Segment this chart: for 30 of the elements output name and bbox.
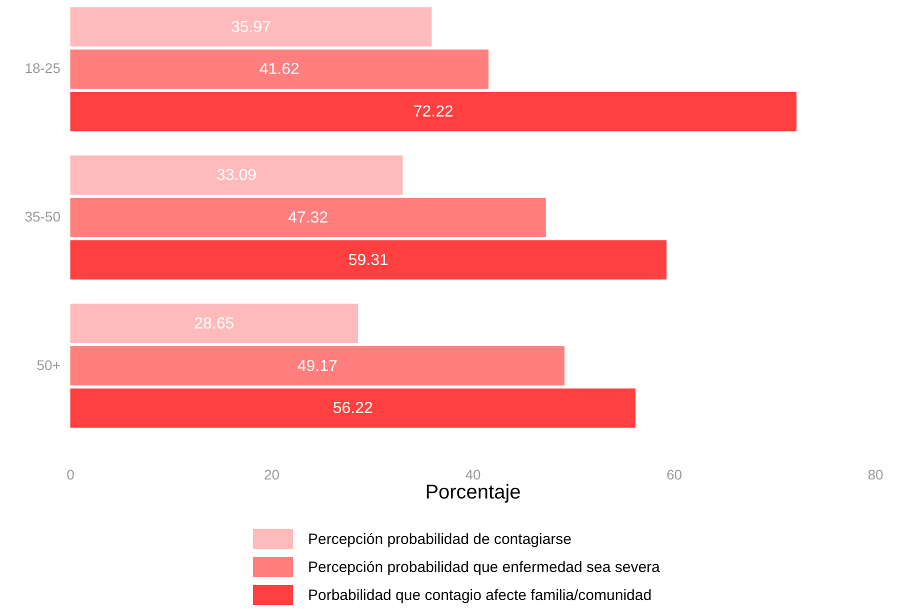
legend-label: Porbabilidad que contagio afecte familia/comunidad: [308, 587, 652, 604]
x-tick-label: 0: [66, 466, 75, 482]
bar: [70, 240, 668, 280]
y-tick-label: 50+: [36, 356, 60, 373]
y-tick-label: 18-25: [24, 60, 61, 76]
x-tick-label: 40: [465, 466, 481, 482]
bar: [70, 346, 566, 386]
bar: [70, 388, 636, 428]
data-label: 35.97: [230, 18, 272, 36]
bar: [70, 303, 359, 344]
bar: [70, 197, 546, 238]
x-tick-label: 60: [666, 466, 682, 482]
bar: [70, 91, 797, 132]
bar: [70, 49, 490, 90]
data-label: 28.65: [194, 315, 234, 332]
data-label: 56.22: [332, 400, 373, 418]
legend-label: Percepción probabilidad de contagiarse: [308, 531, 572, 548]
bar: [70, 154, 404, 196]
data-label: 49.17: [297, 358, 338, 375]
x-axis-title: Porcentaje: [425, 482, 521, 504]
data-label: 59.31: [348, 252, 389, 269]
data-label: 47.32: [288, 210, 328, 226]
data-label: 41.62: [259, 61, 300, 78]
x-tick-label: 20: [264, 466, 280, 482]
x-tick-label: 80: [868, 466, 884, 482]
data-label: 33.09: [216, 167, 257, 184]
data-label: 72.22: [413, 104, 454, 121]
bar: [70, 6, 432, 48]
y-tick-label: 35-50: [24, 208, 61, 224]
legend-label: Percepción probabilidad que enfermedad sea severa: [308, 559, 661, 576]
